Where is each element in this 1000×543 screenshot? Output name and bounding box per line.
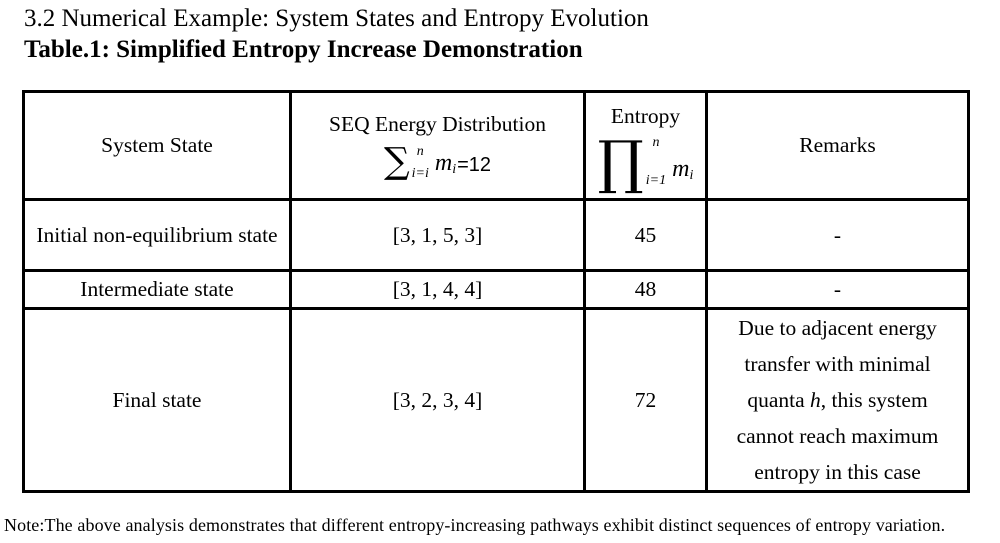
remark-final-text-before: Due to adjacent energy transfer with min…: [738, 316, 937, 412]
cell-remark-initial: -: [705, 198, 970, 272]
sum-equals-value: =12: [457, 153, 492, 176]
cell-distribution-initial: [3, 1, 5, 3]: [289, 198, 586, 272]
cell-state-final: Final state: [22, 307, 292, 493]
sum-lower-limit: i=i: [411, 165, 429, 181]
cell-state-intermediate: Intermediate state: [22, 269, 292, 310]
table-row-intermediate-state: Intermediate state [3, 1, 4, 4] 48 -: [22, 269, 970, 310]
table-header-row: System State SEQ Energy Distribution ∑ n…: [22, 90, 970, 201]
product-variable: m: [672, 155, 690, 182]
seq-header-stack: SEQ Energy Distribution ∑ n i=i m i =12: [302, 109, 573, 183]
cell-distribution-final: [3, 2, 3, 4]: [289, 307, 586, 493]
remark-final-text-after: , this system cannot reach maximum entro…: [736, 388, 939, 484]
cell-entropy-final: 72: [583, 307, 708, 493]
cell-entropy-intermediate: 48: [583, 269, 708, 310]
note-text: Note:The above analysis demonstrates tha…: [4, 515, 946, 535]
section-title: 3.2 Numerical Example: System States and…: [24, 5, 649, 32]
table-row-initial-state: Initial non-equilibrium state [3, 1, 5, …: [22, 198, 970, 272]
product-limits: n i=1: [646, 135, 666, 190]
entropy-header-label: Entropy: [610, 104, 681, 128]
seq-header-label: SEQ Energy Distribution: [329, 111, 546, 136]
entropy-header-stack: Entropy ∏ n i=1 m i: [596, 101, 695, 197]
product-lower-limit: i=1: [645, 173, 667, 188]
header-entropy: Entropy ∏ n i=1 m i: [583, 90, 708, 201]
header-system-state: System State: [22, 90, 292, 201]
sum-operator: ∑: [383, 141, 410, 183]
entropy-product-formula: ∏ n i=1 m i: [597, 128, 694, 197]
table-row-final-state: Final state [3, 2, 3, 4] 72 Due to adjac…: [22, 307, 970, 493]
remark-final-variable-h: h: [810, 388, 821, 412]
product-body: m i: [672, 155, 694, 183]
cell-remark-final: Due to adjacent energy transfer with min…: [705, 307, 970, 493]
sum-body: m i =12: [434, 149, 492, 177]
cell-distribution-intermediate: [3, 1, 4, 4]: [289, 269, 586, 310]
entropy-table: System State SEQ Energy Distribution ∑ n…: [22, 90, 970, 493]
sum-variable: m: [434, 149, 453, 176]
cell-state-initial: Initial non-equilibrium state: [22, 198, 292, 272]
seq-sum-formula: ∑ n i=i m i =12: [384, 143, 491, 183]
header-remarks: Remarks: [705, 90, 970, 201]
table-title: Table.1: Simplified Entropy Increase Dem…: [24, 36, 583, 63]
product-operator: ∏: [597, 128, 644, 197]
product-variable-subscript: i: [689, 167, 694, 183]
cell-remark-intermediate: -: [705, 269, 970, 310]
header-seq-energy-distribution: SEQ Energy Distribution ∑ n i=i m i =12: [289, 90, 586, 201]
cell-entropy-initial: 45: [583, 198, 708, 272]
sum-limits: n i=i: [412, 143, 429, 183]
sum-upper-limit: n: [416, 143, 424, 159]
product-upper-limit: n: [652, 135, 660, 150]
sum-variable-subscript: i: [452, 161, 457, 177]
